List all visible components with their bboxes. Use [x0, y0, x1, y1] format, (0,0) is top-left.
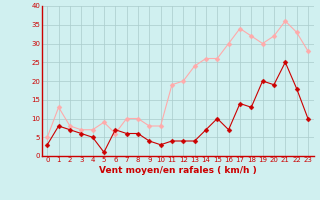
X-axis label: Vent moyen/en rafales ( km/h ): Vent moyen/en rafales ( km/h ) — [99, 166, 256, 175]
